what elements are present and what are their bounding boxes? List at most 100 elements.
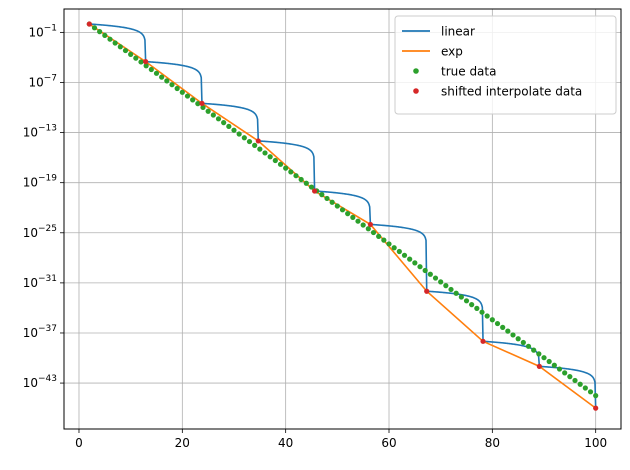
true-data-point [293, 173, 299, 179]
true-data-point [174, 85, 180, 92]
y-axis-ticks: 10−1 10−7 10−13 10−19 10−25 10−31 10−37 10−43 [23, 23, 64, 390]
shifted-interpolate-point [480, 338, 486, 344]
true-data-point [262, 150, 268, 156]
x-tick-label: 80 [485, 436, 500, 450]
true-data-point [531, 347, 537, 353]
true-data-point [143, 63, 149, 69]
legend-swatch-true-data [413, 68, 419, 74]
true-data-point [505, 328, 511, 334]
true-data-point [215, 116, 222, 122]
shifted-interpolate-point [86, 21, 92, 27]
true-data-point [515, 336, 521, 342]
true-data-point [432, 275, 439, 281]
true-data-point [303, 180, 309, 186]
true-data-point [484, 313, 490, 319]
legend-label-shifted-interpolate-data: shifted interpolate data [441, 85, 582, 99]
true-data-point [587, 389, 594, 395]
true-data-point [308, 184, 315, 190]
true-data-point [334, 203, 340, 209]
true-data-point [474, 305, 480, 311]
true-data-point [412, 260, 418, 266]
true-data-point [370, 229, 377, 236]
true-data-point [184, 93, 191, 99]
true-data-point [221, 120, 227, 126]
plot-series [86, 21, 599, 411]
true-data-point [551, 362, 557, 368]
true-data-point [453, 290, 459, 296]
shifted-interpolate-point [536, 363, 542, 369]
true-data-point [500, 324, 506, 330]
shifted-interpolate-point [255, 138, 261, 144]
y-tick-label: 10−7 [28, 73, 57, 89]
true-data-point [107, 36, 113, 42]
y-tick-label: 10−13 [23, 124, 57, 140]
true-data-point [241, 135, 247, 141]
true-data-point [339, 207, 346, 213]
true-data-point [448, 286, 454, 293]
legend-label-exp: exp [441, 45, 463, 59]
true-data-point [179, 89, 185, 95]
true-data-point [133, 55, 139, 61]
y-tick-label: 10−43 [23, 374, 57, 390]
true-data-point [525, 343, 532, 349]
true-data-point [391, 245, 397, 251]
true-data-point [257, 146, 263, 152]
true-data-point [407, 256, 413, 262]
true-data-point [236, 131, 242, 137]
true-data-point [355, 218, 361, 224]
true-data-point [195, 101, 201, 107]
true-data-point [298, 176, 304, 183]
true-data-point [102, 32, 108, 39]
shifted-interpolate-point [593, 405, 599, 411]
true-data-point [422, 267, 428, 274]
true-data-point [572, 377, 578, 384]
true-data-point [205, 108, 211, 114]
true-data-point [159, 74, 165, 80]
true-data-point [582, 385, 588, 391]
y-tick-label: 10−25 [23, 224, 57, 240]
true-data-point [210, 112, 216, 118]
true-data-point [319, 192, 325, 198]
true-data-point [386, 241, 392, 247]
true-data-point [562, 370, 568, 376]
shifted-interpolate-point [367, 221, 373, 228]
true-data-point [128, 51, 134, 57]
true-data-point [148, 66, 154, 73]
true-data-point [469, 302, 475, 308]
plot-frame [63, 8, 622, 430]
legend: linear exp true data shifted interpolate… [394, 15, 617, 115]
true-data-point [190, 97, 196, 103]
true-data-point [479, 309, 485, 315]
x-tick-label: 0 [75, 436, 83, 450]
true-data-point [489, 317, 495, 323]
legend-swatch-shifted-interpolate-data [413, 88, 419, 94]
x-tick-label: 100 [584, 436, 607, 450]
series-linear-line [89, 23, 597, 409]
x-tick-label: 60 [381, 436, 396, 450]
true-data-point [541, 355, 547, 361]
true-data-point [272, 157, 278, 164]
true-data-point [494, 320, 501, 327]
true-data-point [360, 222, 366, 228]
legend-box [394, 15, 617, 115]
true-data-point [510, 332, 516, 338]
true-data-point [443, 283, 449, 289]
true-data-point [577, 381, 583, 387]
true-data-point [520, 339, 526, 346]
true-data-point [169, 82, 175, 88]
legend-label-true-data: true data [441, 65, 496, 79]
true-data-point [164, 78, 170, 84]
true-data-point [365, 226, 371, 232]
x-axis-ticks: 0 20 40 60 80 100 [75, 429, 607, 450]
shifted-interpolate-point [143, 59, 149, 65]
y-tick-label: 10−37 [23, 324, 57, 340]
true-data-point [546, 358, 552, 365]
legend-label-linear: linear [441, 25, 475, 39]
true-data-point [153, 70, 160, 76]
true-data-point [117, 44, 123, 50]
true-data-point [350, 214, 356, 220]
true-data-point [381, 237, 387, 243]
true-data-point [556, 366, 563, 372]
true-data-point [267, 154, 273, 160]
